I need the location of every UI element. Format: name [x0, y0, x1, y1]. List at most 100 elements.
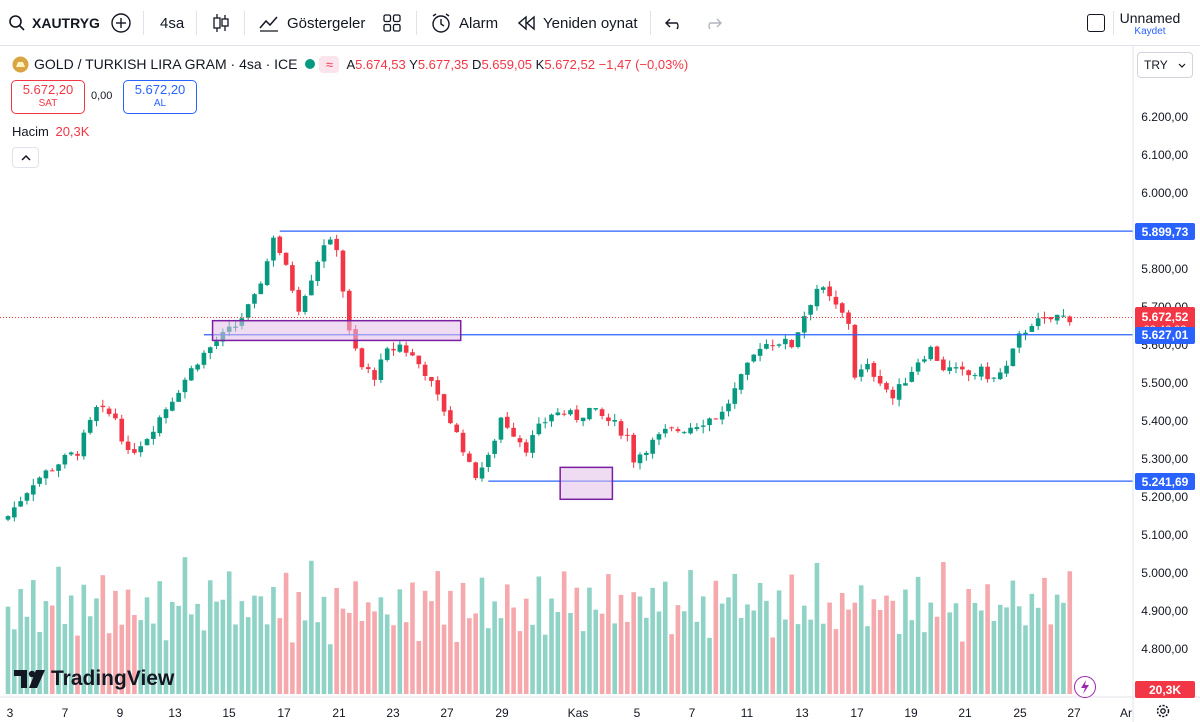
- indicators-button[interactable]: Göstergeler: [258, 0, 365, 46]
- volume-bar: [587, 587, 592, 694]
- volume-bar: [681, 611, 687, 694]
- price-axis[interactable]: 6.200,006.100,006.000,005.900,005.800,00…: [1132, 46, 1188, 722]
- volume-bar: [713, 580, 719, 694]
- spread-value: 0,00: [91, 90, 113, 102]
- buy-button[interactable]: 5.672,20 AL: [123, 80, 197, 114]
- candle-body: [896, 384, 902, 400]
- candle-body: [915, 362, 921, 372]
- volume-bar: [75, 635, 80, 694]
- volume-bar: [397, 589, 403, 694]
- candle-body: [340, 250, 346, 292]
- volume-bar: [182, 557, 188, 694]
- volume-bar: [486, 628, 491, 694]
- tradingview-logo[interactable]: TradingView: [14, 667, 174, 691]
- candle-body: [132, 449, 137, 453]
- volume-bar: [574, 587, 580, 694]
- level-tag-high[interactable]: 5.899,73: [1135, 223, 1195, 241]
- compare-button[interactable]: [110, 0, 132, 46]
- chart-area[interactable]: 6.200,006.100,006.000,005.900,005.800,00…: [0, 46, 1200, 722]
- candle-body: [315, 261, 320, 282]
- volume-bar: [789, 574, 794, 694]
- volume-bar: [644, 617, 649, 694]
- chart-settings-button[interactable]: [1155, 703, 1171, 722]
- lightning-icon[interactable]: [1074, 676, 1096, 698]
- volume-bar: [410, 582, 415, 694]
- layout-save-button[interactable]: Unnamed Kaydet: [1118, 10, 1182, 37]
- volume-bar: [106, 633, 112, 694]
- market-status-icon[interactable]: [305, 59, 316, 69]
- candle-body: [113, 413, 118, 419]
- interval-button[interactable]: 4sa: [160, 0, 184, 46]
- candle-body: [694, 427, 700, 430]
- symbol-search[interactable]: XAUTRYG: [8, 0, 100, 46]
- candle-body: [384, 348, 390, 360]
- sell-price: 5.672,20: [22, 82, 74, 97]
- candle-body: [732, 388, 738, 404]
- volume-bar: [226, 571, 232, 694]
- volume-bar: [877, 610, 883, 694]
- volume-bar: [978, 610, 984, 694]
- candle-body: [12, 507, 17, 518]
- volume-bar: [252, 595, 257, 694]
- volume-bar: [941, 561, 946, 694]
- y-tick-label: 5.000,00: [1141, 566, 1188, 580]
- close-key: K: [535, 56, 545, 72]
- candle-body: [1010, 348, 1016, 366]
- candle-body: [75, 453, 80, 456]
- undo-button[interactable]: [665, 0, 683, 46]
- volume-bar: [997, 604, 1003, 694]
- x-tick-label: 27: [440, 706, 454, 720]
- volume-bar: [239, 601, 245, 694]
- toolbar-divider: [244, 11, 245, 35]
- volume-bar: [802, 605, 807, 694]
- candle-body: [448, 410, 453, 424]
- low-value: 5.659,05: [481, 56, 533, 72]
- price-chart[interactable]: 6.200,006.100,006.000,005.900,005.800,00…: [0, 46, 1200, 722]
- x-tick-label: 13: [795, 706, 809, 720]
- candle-body: [454, 424, 460, 433]
- candle-body: [903, 383, 908, 386]
- x-tick-label: 17: [277, 706, 291, 720]
- candle-body: [43, 470, 49, 479]
- volume-bar: [170, 601, 175, 694]
- replay-button[interactable]: Yeniden oynat: [518, 0, 638, 46]
- volume-bar: [302, 620, 308, 694]
- redo-button[interactable]: [704, 0, 722, 46]
- candle-body: [580, 417, 586, 422]
- volume-bar: [258, 596, 264, 694]
- chart-type-button[interactable]: [211, 0, 231, 46]
- candle-body: [49, 470, 55, 472]
- alert-button[interactable]: Alarm: [430, 0, 498, 46]
- level-tag-mid[interactable]: 5.627,01: [1135, 326, 1195, 344]
- collapse-legend-button[interactable]: [12, 147, 39, 168]
- volume-bar: [530, 624, 535, 694]
- volume-bar: [144, 597, 150, 694]
- volume-bar: [220, 599, 226, 694]
- candle-body: [587, 407, 592, 420]
- sell-button[interactable]: 5.672,20 SAT: [11, 80, 85, 114]
- change-value: −1,47 (−0,03%): [598, 56, 689, 72]
- volume-bar: [618, 594, 624, 694]
- currency-select[interactable]: TRY: [1137, 52, 1193, 78]
- volume-bar: [271, 587, 276, 694]
- candle-body: [719, 411, 725, 420]
- level-tag-low[interactable]: 5.241,69: [1135, 473, 1195, 491]
- volume-bar: [1016, 606, 1022, 694]
- volume-bar: [422, 590, 428, 694]
- volume-bar: [321, 596, 327, 694]
- x-tick-label: 7: [689, 706, 696, 720]
- y-tick-label: 5.100,00: [1141, 528, 1188, 542]
- volume-bar: [884, 595, 889, 694]
- chart-legend: GOLD / TURKISH LIRA GRAM · 4sa · ICE ≈ A…: [12, 54, 688, 74]
- layouts-button[interactable]: [383, 0, 401, 46]
- x-tick-label: 3: [7, 706, 14, 720]
- volume-bar: [62, 623, 68, 694]
- x-tick-label: 27: [1067, 706, 1081, 720]
- gold-coin-icon: [12, 56, 29, 72]
- candle-body: [365, 367, 371, 370]
- layout-checkbox[interactable]: [1087, 0, 1105, 46]
- time-axis[interactable]: 3 7 9 13 15 17 21 23 27 29 Kas 5 7 11 13 17 19 21 25 27 Ar: [0, 696, 1200, 720]
- volume-bar: [542, 634, 548, 694]
- delayed-data-icon[interactable]: ≈: [319, 55, 340, 73]
- candle-body: [625, 434, 630, 436]
